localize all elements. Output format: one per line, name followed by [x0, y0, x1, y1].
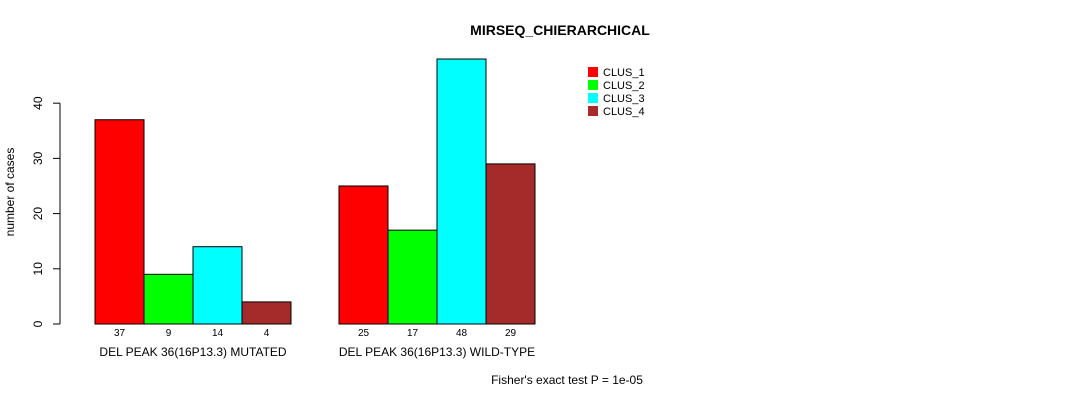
y-tick-label: 40 [31, 96, 45, 110]
y-axis-label: number of cases [3, 148, 17, 237]
bar-clus-2-group-2 [388, 230, 437, 324]
group-label: DEL PEAK 36(16P13.3) WILD-TYPE [339, 345, 535, 359]
legend-label: CLUS_1 [603, 67, 645, 79]
bar-count-label: 17 [407, 328, 419, 339]
legend-swatch-clus-2 [588, 80, 598, 90]
legend-swatch-clus-4 [588, 106, 598, 116]
fisher-test-note: Fisher's exact test P = 1e-05 [491, 373, 643, 387]
y-tick-label: 0 [31, 320, 45, 327]
bar-clus-4-group-1 [242, 302, 291, 324]
legend-label: CLUS_2 [603, 80, 645, 92]
bar-clus-3-group-2 [437, 59, 486, 324]
y-tick-label: 30 [31, 151, 45, 165]
chart-title: MIRSEQ_CHIERARCHICAL [470, 22, 650, 38]
bar-count-label: 48 [456, 328, 468, 339]
legend-label: CLUS_3 [603, 93, 645, 105]
bar-chart: MIRSEQ_CHIERARCHICAL 0 10 20 30 40 number of… [0, 0, 1090, 400]
count-labels: 37 9 14 4 25 17 48 29 [114, 328, 517, 339]
bar-count-label: 25 [358, 328, 370, 339]
bar-clus-1-group-1 [95, 120, 144, 324]
bar-clus-4-group-2 [486, 164, 535, 324]
bars [95, 59, 535, 324]
chart-container: MIRSEQ_CHIERARCHICAL 0 10 20 30 40 number of… [0, 0, 1090, 400]
bar-count-label: 9 [166, 328, 172, 339]
bar-clus-2-group-1 [144, 274, 193, 324]
y-axis: 0 10 20 30 40 [31, 96, 60, 327]
bar-count-label: 4 [264, 328, 270, 339]
bar-count-label: 14 [212, 328, 224, 339]
y-axis-label-group: number of cases [3, 148, 17, 237]
bar-count-label: 37 [114, 328, 126, 339]
group-labels: DEL PEAK 36(16P13.3) MUTATED DEL PEAK 36(… [99, 345, 535, 359]
y-tick-label: 10 [31, 262, 45, 276]
legend-swatch-clus-3 [588, 93, 598, 103]
legend-label: CLUS_4 [603, 106, 645, 118]
y-tick-label: 20 [31, 207, 45, 221]
legend-swatch-clus-1 [588, 67, 598, 77]
bar-clus-3-group-1 [193, 247, 242, 324]
group-label: DEL PEAK 36(16P13.3) MUTATED [99, 345, 287, 359]
bar-clus-1-group-2 [339, 186, 388, 324]
bar-count-label: 29 [505, 328, 517, 339]
